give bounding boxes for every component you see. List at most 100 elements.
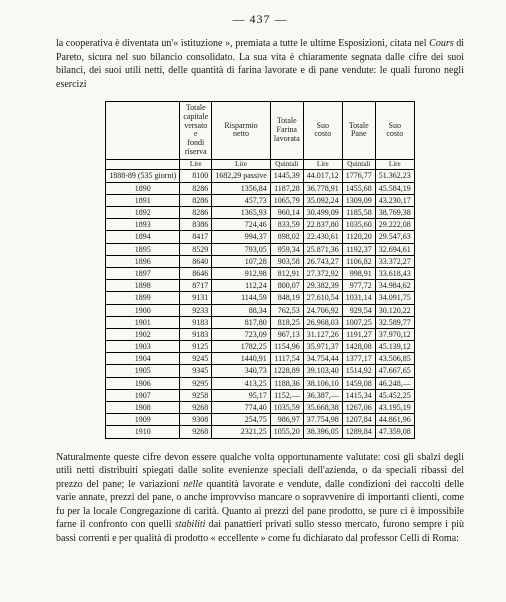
- table-cell: 1154,96: [270, 341, 303, 353]
- table-cell: 898,02: [270, 231, 303, 243]
- table-cell: 1188,36: [270, 377, 303, 389]
- table-cell: 1191,27: [342, 328, 375, 340]
- table-cell: 34.984,62: [375, 280, 414, 292]
- table-cell: 1440,91: [212, 353, 271, 365]
- table-cell: 903,58: [270, 255, 303, 267]
- table-cell: 9268: [180, 426, 212, 438]
- table-row: 19069295413,251188,3638.106,101459,0846.…: [106, 377, 415, 389]
- table-cell: 1377,17: [342, 353, 375, 365]
- table-cell: 1890: [106, 182, 180, 194]
- table-cell: 1897: [106, 267, 180, 279]
- table-cell: 724,46: [212, 219, 271, 231]
- table-unit-cell: Quintali: [270, 159, 303, 170]
- table-row: 1907925895,171152,—36.387,—1415,3445.452…: [106, 389, 415, 401]
- table-cell: 457,73: [212, 194, 271, 206]
- table-cell: 254,75: [212, 414, 271, 426]
- table-cell: 27.610,54: [303, 292, 342, 304]
- table-cell: 774,40: [212, 402, 271, 414]
- data-table-wrapper: TotalecapitaleversatoefondiriservaRispar…: [56, 101, 464, 439]
- table-cell: 44.861,96: [375, 414, 414, 426]
- table-row: 189282861365,93960,1430.499,091185,5838.…: [106, 207, 415, 219]
- table-unit-cell: Lire: [375, 159, 414, 170]
- table-cell: 1782,25: [212, 341, 271, 353]
- data-table: TotalecapitaleversatoefondiriservaRispar…: [105, 101, 415, 439]
- table-unit-cell: Lire: [303, 159, 342, 170]
- table-cell: 1007,25: [342, 316, 375, 328]
- table-cell: 9268: [180, 402, 212, 414]
- table-body: 1888-89 (535 giorni)81001682,29 passive1…: [106, 170, 415, 438]
- table-cell: 1906: [106, 377, 180, 389]
- table-header-cell: Totalecapitaleversatoefondiriserva: [180, 102, 212, 160]
- table-cell: 817,80: [212, 316, 271, 328]
- table-header-cell: Risparmionetto: [212, 102, 271, 160]
- table-cell: 959,34: [270, 243, 303, 255]
- table-units-row: LireLireQuintaliLireQuintaliLire: [106, 159, 415, 170]
- table-cell: 1901: [106, 316, 180, 328]
- table-cell: 46.248,—: [375, 377, 414, 389]
- table-cell: 1900: [106, 304, 180, 316]
- table-cell: 1459,08: [342, 377, 375, 389]
- table-cell: 848,19: [270, 292, 303, 304]
- table-cell: 833,59: [270, 219, 303, 231]
- table-cell: 1898: [106, 280, 180, 292]
- table-cell: 38.106,10: [303, 377, 342, 389]
- table-cell: 36.778,91: [303, 182, 342, 194]
- table-row: 189991311144,59848,1927.610,541031,1434.…: [106, 292, 415, 304]
- table-cell: 32.694,61: [375, 243, 414, 255]
- table-cell: 1445,39: [270, 170, 303, 182]
- table-unit-cell: Quintali: [342, 159, 375, 170]
- table-cell: 1117,54: [270, 353, 303, 365]
- table-cell: 8717: [180, 280, 212, 292]
- table-header-cell: Suocosto: [375, 102, 414, 160]
- table-cell: 998,91: [342, 267, 375, 279]
- table-row: 18968640107,28903,5826.743,271106,8233.3…: [106, 255, 415, 267]
- table-cell: 107,28: [212, 255, 271, 267]
- table-cell: 9308: [180, 414, 212, 426]
- table-cell: 1192,37: [342, 243, 375, 255]
- table-unit-cell: [106, 159, 180, 170]
- table-cell: 1207,84: [342, 414, 375, 426]
- table-cell: 22.430,61: [303, 231, 342, 243]
- table-cell: 47.667,65: [375, 365, 414, 377]
- table-cell: 1031,14: [342, 292, 375, 304]
- table-cell: 1187,28: [270, 182, 303, 194]
- table-cell: 9125: [180, 341, 212, 353]
- table-cell: 27.372,92: [303, 267, 342, 279]
- table-unit-cell: Lire: [180, 159, 212, 170]
- table-cell: 9233: [180, 304, 212, 316]
- table-cell: 1896: [106, 255, 180, 267]
- table-header-cell: Suocosto: [303, 102, 342, 160]
- table-cell: 818,25: [270, 316, 303, 328]
- table-cell: 994,37: [212, 231, 271, 243]
- table-cell: 1908: [106, 402, 180, 414]
- table-cell: 1899: [106, 292, 180, 304]
- table-cell: 35.092,24: [303, 194, 342, 206]
- table-cell: 800,07: [270, 280, 303, 292]
- table-cell: 34.754,44: [303, 353, 342, 365]
- table-row: 190492451440,911117,5434.754,441377,1743…: [106, 353, 415, 365]
- table-cell: 1356,84: [212, 182, 271, 194]
- table-cell: 1455,68: [342, 182, 375, 194]
- table-cell: 26.743,27: [303, 255, 342, 267]
- table-cell: 1065,79: [270, 194, 303, 206]
- table-row: 19089268774,401035,5935.668,381267,0643.…: [106, 402, 415, 414]
- table-cell: 8286: [180, 194, 212, 206]
- table-cell: 45.139,12: [375, 341, 414, 353]
- table-header-row: TotalecapitaleversatoefondiriservaRispar…: [106, 102, 415, 160]
- table-cell: 112,24: [212, 280, 271, 292]
- table-row: 1888-89 (535 giorni)81001682,29 passive1…: [106, 170, 415, 182]
- table-cell: 1144,59: [212, 292, 271, 304]
- table-header-cell: TotalePane: [342, 102, 375, 160]
- table-cell: 29.222,08: [375, 219, 414, 231]
- table-cell: 43.195,19: [375, 402, 414, 414]
- table-cell: 1893: [106, 219, 180, 231]
- table-cell: 38.769,38: [375, 207, 414, 219]
- table-cell: 34.091,75: [375, 292, 414, 304]
- table-cell: 1892: [106, 207, 180, 219]
- table-cell: 1888-89 (535 giorni): [106, 170, 180, 182]
- table-row: 19099308254,75986,9737.754,981207,8444.8…: [106, 414, 415, 426]
- table-cell: 37.970,12: [375, 328, 414, 340]
- table-cell: 1905: [106, 365, 180, 377]
- table-cell: 8286: [180, 207, 212, 219]
- table-cell: 1267,06: [342, 402, 375, 414]
